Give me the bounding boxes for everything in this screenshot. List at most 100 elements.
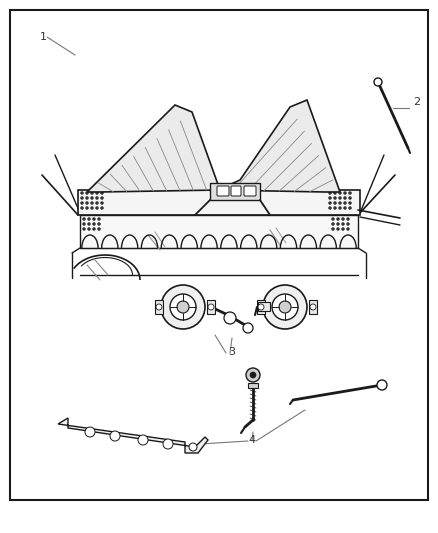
FancyBboxPatch shape [231,186,241,196]
Circle shape [339,191,342,195]
Circle shape [85,206,88,209]
Circle shape [98,217,100,221]
Bar [258,302,270,311]
Circle shape [333,197,336,199]
Circle shape [85,197,88,199]
Circle shape [88,217,91,221]
Bar [207,300,215,314]
Circle shape [263,285,307,329]
Circle shape [170,294,196,320]
FancyBboxPatch shape [244,186,256,196]
Circle shape [82,222,85,225]
Circle shape [258,304,264,310]
Circle shape [98,222,100,225]
Bar [210,183,260,200]
Circle shape [349,197,352,199]
Circle shape [336,228,339,230]
Circle shape [279,301,291,313]
Circle shape [91,191,93,195]
Circle shape [342,228,345,230]
Bar [155,300,163,314]
Circle shape [374,78,382,86]
Circle shape [177,301,189,313]
Bar [80,215,358,248]
Circle shape [100,197,103,199]
Circle shape [328,197,332,199]
Circle shape [243,323,253,333]
Circle shape [81,197,84,199]
Circle shape [339,201,342,205]
Circle shape [85,191,88,195]
Circle shape [333,201,336,205]
Circle shape [310,304,316,310]
Circle shape [377,380,387,390]
Circle shape [85,201,88,205]
Circle shape [332,217,335,221]
Circle shape [91,197,93,199]
Circle shape [88,222,91,225]
Circle shape [346,217,350,221]
Circle shape [246,368,260,382]
Polygon shape [218,100,340,192]
Circle shape [332,228,335,230]
Circle shape [343,201,346,205]
Circle shape [92,222,95,225]
Bar [78,190,360,215]
Circle shape [349,191,352,195]
Circle shape [224,312,236,324]
Circle shape [91,206,93,209]
Circle shape [333,206,336,209]
Bar [309,300,317,314]
Text: 1: 1 [40,32,47,42]
Circle shape [343,197,346,199]
Text: 3: 3 [228,347,235,357]
Text: 4: 4 [248,435,255,445]
Circle shape [336,217,339,221]
Circle shape [81,201,84,205]
Circle shape [88,228,91,230]
Circle shape [163,439,173,449]
Circle shape [349,206,352,209]
Circle shape [82,217,85,221]
Circle shape [95,197,99,199]
Circle shape [342,217,345,221]
Circle shape [346,228,350,230]
Circle shape [161,285,205,329]
Circle shape [91,201,93,205]
Circle shape [95,201,99,205]
Circle shape [85,427,95,437]
Bar [248,383,258,388]
Circle shape [98,228,100,230]
Circle shape [342,222,345,225]
Circle shape [336,222,339,225]
Polygon shape [58,418,208,453]
Circle shape [346,222,350,225]
Circle shape [328,191,332,195]
Circle shape [82,228,85,230]
Circle shape [100,201,103,205]
Circle shape [100,206,103,209]
Circle shape [328,201,332,205]
Circle shape [328,206,332,209]
Circle shape [110,431,120,441]
Circle shape [138,435,148,445]
Circle shape [189,443,197,451]
Circle shape [81,191,84,195]
Circle shape [95,206,99,209]
Text: 2: 2 [413,97,420,107]
FancyBboxPatch shape [217,186,229,196]
Polygon shape [87,105,220,192]
Circle shape [272,294,298,320]
Circle shape [156,304,162,310]
Circle shape [95,191,99,195]
Circle shape [92,217,95,221]
Circle shape [343,206,346,209]
Bar [257,300,265,314]
Circle shape [332,222,335,225]
Circle shape [339,197,342,199]
Circle shape [343,191,346,195]
Circle shape [250,372,256,378]
Circle shape [208,304,214,310]
Circle shape [339,206,342,209]
Circle shape [100,191,103,195]
